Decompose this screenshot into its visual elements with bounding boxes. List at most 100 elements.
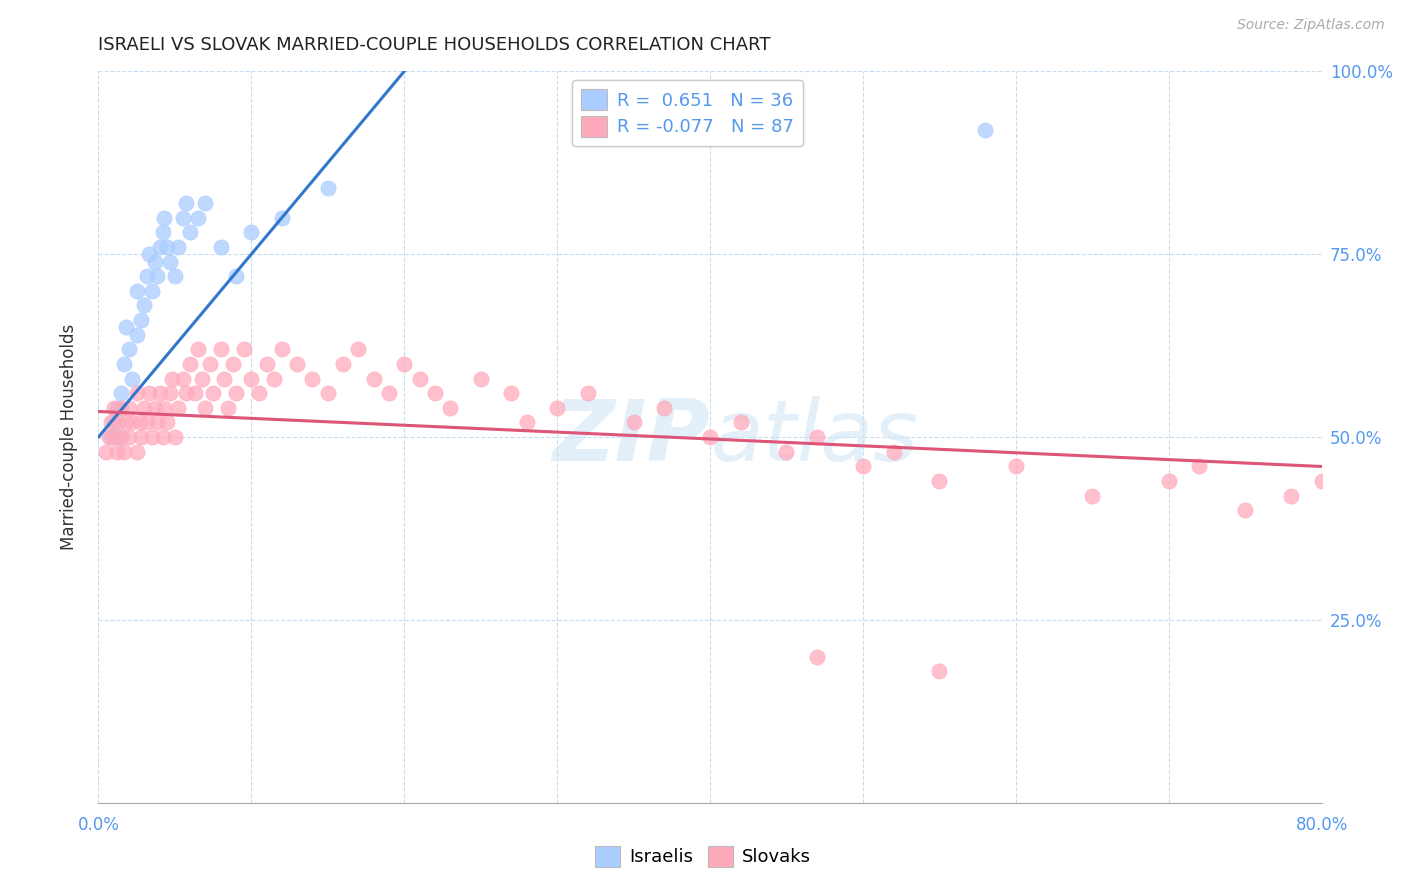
Point [153, 401, 176, 415]
Point [1188, 459, 1211, 474]
Point [125, 284, 148, 298]
Point [775, 444, 797, 458]
Point [347, 343, 370, 357]
Point [125, 386, 148, 401]
Point [270, 343, 292, 357]
Point [699, 430, 721, 444]
Point [256, 357, 278, 371]
Point [141, 284, 163, 298]
Point [240, 371, 263, 385]
Point [174, 386, 197, 401]
Point [138, 247, 160, 261]
Text: ZIP: ZIP [553, 395, 710, 479]
Point [1081, 489, 1104, 503]
Point [285, 357, 308, 371]
Point [100, 430, 122, 444]
Point [194, 196, 217, 211]
Point [174, 196, 197, 211]
Point [332, 357, 354, 371]
Point [974, 123, 997, 137]
Point [167, 240, 190, 254]
Point [179, 225, 201, 239]
Point [149, 386, 172, 401]
Point [128, 416, 150, 430]
Point [172, 371, 194, 385]
Point [100, 416, 122, 430]
Point [121, 416, 143, 430]
Point [1157, 474, 1180, 488]
Point [392, 357, 416, 371]
Point [141, 430, 163, 444]
Point [806, 430, 828, 444]
Point [852, 459, 875, 474]
Point [883, 444, 905, 458]
Point [167, 401, 190, 415]
Point [125, 327, 148, 342]
Point [576, 386, 599, 401]
Point [247, 386, 270, 401]
Point [209, 343, 232, 357]
Point [1279, 489, 1302, 503]
Point [110, 401, 132, 415]
Point [501, 386, 523, 401]
Point [217, 401, 239, 415]
Point [159, 254, 181, 268]
Point [103, 401, 125, 415]
Point [202, 386, 225, 401]
Point [153, 211, 176, 225]
Point [1004, 459, 1026, 474]
Point [184, 386, 207, 401]
Point [115, 320, 138, 334]
Point [163, 269, 186, 284]
Point [730, 416, 752, 430]
Point [103, 416, 125, 430]
Point [187, 343, 209, 357]
Y-axis label: Married-couple Households: Married-couple Households [59, 324, 77, 550]
Point [222, 357, 245, 371]
Point [423, 386, 446, 401]
Point [129, 430, 152, 444]
Text: atlas: atlas [710, 395, 918, 479]
Point [546, 401, 568, 415]
Point [129, 313, 152, 327]
Point [1234, 503, 1257, 517]
Point [1310, 474, 1333, 488]
Point [363, 371, 385, 385]
Point [439, 401, 461, 415]
Point [378, 386, 401, 401]
Point [198, 357, 221, 371]
Point [316, 386, 339, 401]
Point [928, 474, 950, 488]
Text: ISRAELI VS SLOVAK MARRIED-COUPLE HOUSEHOLDS CORRELATION CHART: ISRAELI VS SLOVAK MARRIED-COUPLE HOUSEHO… [98, 36, 770, 54]
Point [125, 444, 148, 458]
Point [136, 416, 159, 430]
Point [187, 211, 209, 225]
Point [172, 211, 194, 225]
Point [191, 371, 214, 385]
Point [209, 240, 232, 254]
Point [136, 269, 159, 284]
Point [115, 416, 138, 430]
Point [103, 430, 125, 444]
Point [149, 240, 172, 254]
Point [110, 430, 132, 444]
Legend: R =  0.651   N = 36, R = -0.077   N = 87: R = 0.651 N = 36, R = -0.077 N = 87 [572, 80, 803, 145]
Point [1341, 459, 1364, 474]
Point [138, 386, 160, 401]
Point [225, 386, 247, 401]
Point [232, 343, 254, 357]
Point [160, 371, 183, 385]
Point [118, 430, 141, 444]
Point [134, 298, 156, 312]
Point [225, 269, 247, 284]
Point [652, 401, 675, 415]
Point [156, 416, 179, 430]
Point [145, 269, 167, 284]
Point [623, 416, 645, 430]
Text: Source: ZipAtlas.com: Source: ZipAtlas.com [1237, 18, 1385, 32]
Legend: Israelis, Slovaks: Israelis, Slovaks [588, 838, 818, 874]
Point [163, 430, 186, 444]
Point [105, 444, 128, 458]
Point [94, 444, 117, 458]
Point [470, 371, 492, 385]
